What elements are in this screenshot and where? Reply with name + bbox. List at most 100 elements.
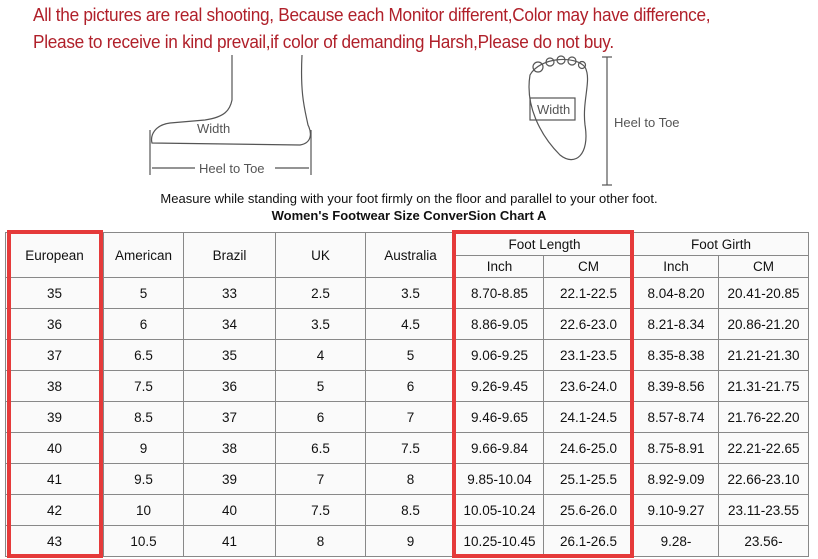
cell-american: 8.5 bbox=[103, 401, 184, 433]
cell-australia: 6 bbox=[365, 370, 456, 402]
cell-length-cm: 25.1-25.5 bbox=[543, 463, 634, 495]
cell-brazil: 38 bbox=[183, 432, 276, 464]
header-uk: UK bbox=[275, 232, 366, 278]
cell-european: 42 bbox=[5, 494, 104, 526]
cell-uk: 5 bbox=[275, 370, 366, 402]
cell-girth-cm: 23.56- bbox=[718, 525, 809, 557]
cell-girth-cm: 21.76-22.20 bbox=[718, 401, 809, 433]
header-european: European bbox=[5, 232, 104, 278]
cell-american: 6 bbox=[103, 308, 184, 340]
cell-european: 40 bbox=[5, 432, 104, 464]
cell-australia: 9 bbox=[365, 525, 456, 557]
table-row: 38 7.5 36 5 6 9.26-9.45 23.6-24.0 8.39-8.56 21.3… bbox=[5, 370, 809, 402]
cell-length-cm: 26.1-26.5 bbox=[543, 525, 634, 557]
header-brazil: Brazil bbox=[183, 232, 276, 278]
chart-title: Women's Footwear Size ConverSion Chart A bbox=[271, 208, 547, 223]
cell-australia: 8 bbox=[365, 463, 456, 495]
cell-girth-cm: 21.21-21.30 bbox=[718, 339, 809, 371]
cell-length-inch: 9.46-9.65 bbox=[455, 401, 544, 433]
cell-length-inch: 8.86-9.05 bbox=[455, 308, 544, 340]
cell-european: 43 bbox=[5, 525, 104, 557]
cell-length-inch: 8.70-8.85 bbox=[455, 277, 544, 309]
notice-line-1: All the pictures are real shooting, Beca… bbox=[33, 4, 711, 25]
cell-girth-inch: 8.04-8.20 bbox=[633, 277, 719, 309]
cell-girth-cm: 23.11-23.55 bbox=[718, 494, 809, 526]
table-row: 39 8.5 37 6 7 9.46-9.65 24.1-24.5 8.57-8.74 21.7… bbox=[5, 401, 809, 433]
table-row: 43 10.5 41 8 9 10.25-10.45 26.1-26.5 9.28- 23.56… bbox=[5, 525, 809, 557]
header-foot-length: Foot Length bbox=[455, 232, 634, 256]
top-foot-drawing bbox=[528, 55, 612, 186]
cell-uk: 2.5 bbox=[275, 277, 366, 309]
cell-girth-cm: 20.86-21.20 bbox=[718, 308, 809, 340]
table-row: 37 6.5 35 4 5 9.06-9.25 23.1-23.5 8.35-8.38 21.2… bbox=[5, 339, 809, 371]
cell-girth-inch: 8.21-8.34 bbox=[633, 308, 719, 340]
header-american: American bbox=[103, 232, 184, 278]
cell-brazil: 41 bbox=[183, 525, 276, 557]
cell-european: 35 bbox=[5, 277, 104, 309]
cell-australia: 7.5 bbox=[365, 432, 456, 464]
cell-australia: 7 bbox=[365, 401, 456, 433]
side-foot-drawing bbox=[149, 55, 312, 175]
cell-length-inch: 9.26-9.45 bbox=[455, 370, 544, 402]
header-foot-girth: Foot Girth bbox=[633, 232, 809, 256]
cell-australia: 5 bbox=[365, 339, 456, 371]
header-girth-inch: Inch bbox=[633, 255, 719, 278]
cell-uk: 6 bbox=[275, 401, 366, 433]
cell-american: 6.5 bbox=[103, 339, 184, 371]
cell-length-cm: 22.1-22.5 bbox=[543, 277, 634, 309]
cell-girth-cm: 21.31-21.75 bbox=[718, 370, 809, 402]
cell-american: 9 bbox=[103, 432, 184, 464]
cell-european: 36 bbox=[5, 308, 104, 340]
side-length-label: Heel to Toe bbox=[199, 161, 265, 176]
foot-measurement-diagram: Width Heel to Toe Width Heel to Toe bbox=[149, 55, 680, 186]
cell-uk: 8 bbox=[275, 525, 366, 557]
cell-girth-inch: 8.39-8.56 bbox=[633, 370, 719, 402]
top-length-label: Heel to Toe bbox=[614, 115, 680, 130]
header-length-inch: Inch bbox=[455, 255, 544, 278]
cell-length-cm: 23.1-23.5 bbox=[543, 339, 634, 371]
cell-uk: 7.5 bbox=[275, 494, 366, 526]
cell-length-cm: 24.1-24.5 bbox=[543, 401, 634, 433]
cell-brazil: 33 bbox=[183, 277, 276, 309]
table-row: 36 6 34 3.5 4.5 8.86-9.05 22.6-23.0 8.21-8.34 20… bbox=[5, 308, 809, 340]
cell-length-inch: 9.85-10.04 bbox=[455, 463, 544, 495]
table-row: 35 5 33 2.5 3.5 8.70-8.85 22.1-22.5 8.04-8.20 20… bbox=[5, 277, 809, 309]
cell-american: 9.5 bbox=[103, 463, 184, 495]
cell-girth-cm: 22.66-23.10 bbox=[718, 463, 809, 495]
cell-european: 39 bbox=[5, 401, 104, 433]
header-australia: Australia bbox=[365, 232, 456, 278]
cell-brazil: 34 bbox=[183, 308, 276, 340]
cell-girth-inch: 9.28- bbox=[633, 525, 719, 557]
cell-girth-inch: 8.35-8.38 bbox=[633, 339, 719, 371]
cell-american: 7.5 bbox=[103, 370, 184, 402]
cell-length-cm: 25.6-26.0 bbox=[543, 494, 634, 526]
cell-girth-inch: 8.92-9.09 bbox=[633, 463, 719, 495]
cell-uk: 6.5 bbox=[275, 432, 366, 464]
cell-uk: 4 bbox=[275, 339, 366, 371]
cell-brazil: 39 bbox=[183, 463, 276, 495]
cell-european: 38 bbox=[5, 370, 104, 402]
cell-length-inch: 10.05-10.24 bbox=[455, 494, 544, 526]
table-row: 40 9 38 6.5 7.5 9.66-9.84 24.6-25.0 8.75-8.91 22… bbox=[5, 432, 809, 464]
top-width-label: Width bbox=[537, 102, 570, 117]
cell-girth-cm: 22.21-22.65 bbox=[718, 432, 809, 464]
cell-length-cm: 24.6-25.0 bbox=[543, 432, 634, 464]
cell-brazil: 35 bbox=[183, 339, 276, 371]
cell-australia: 3.5 bbox=[365, 277, 456, 309]
cell-american: 10 bbox=[103, 494, 184, 526]
cell-girth-cm: 20.41-20.85 bbox=[718, 277, 809, 309]
cell-girth-inch: 8.57-8.74 bbox=[633, 401, 719, 433]
cell-length-cm: 22.6-23.0 bbox=[543, 308, 634, 340]
cell-uk: 3.5 bbox=[275, 308, 366, 340]
cell-length-inch: 9.06-9.25 bbox=[455, 339, 544, 371]
measure-instruction: Measure while standing with your foot fi… bbox=[160, 191, 658, 206]
cell-european: 37 bbox=[5, 339, 104, 371]
cell-australia: 8.5 bbox=[365, 494, 456, 526]
notice-line-2: Please to receive in kind prevail,if col… bbox=[33, 31, 614, 52]
cell-american: 5 bbox=[103, 277, 184, 309]
cell-girth-inch: 8.75-8.91 bbox=[633, 432, 719, 464]
cell-brazil: 37 bbox=[183, 401, 276, 433]
cell-american: 10.5 bbox=[103, 525, 184, 557]
header-length-cm: CM bbox=[543, 255, 634, 278]
cell-european: 41 bbox=[5, 463, 104, 495]
